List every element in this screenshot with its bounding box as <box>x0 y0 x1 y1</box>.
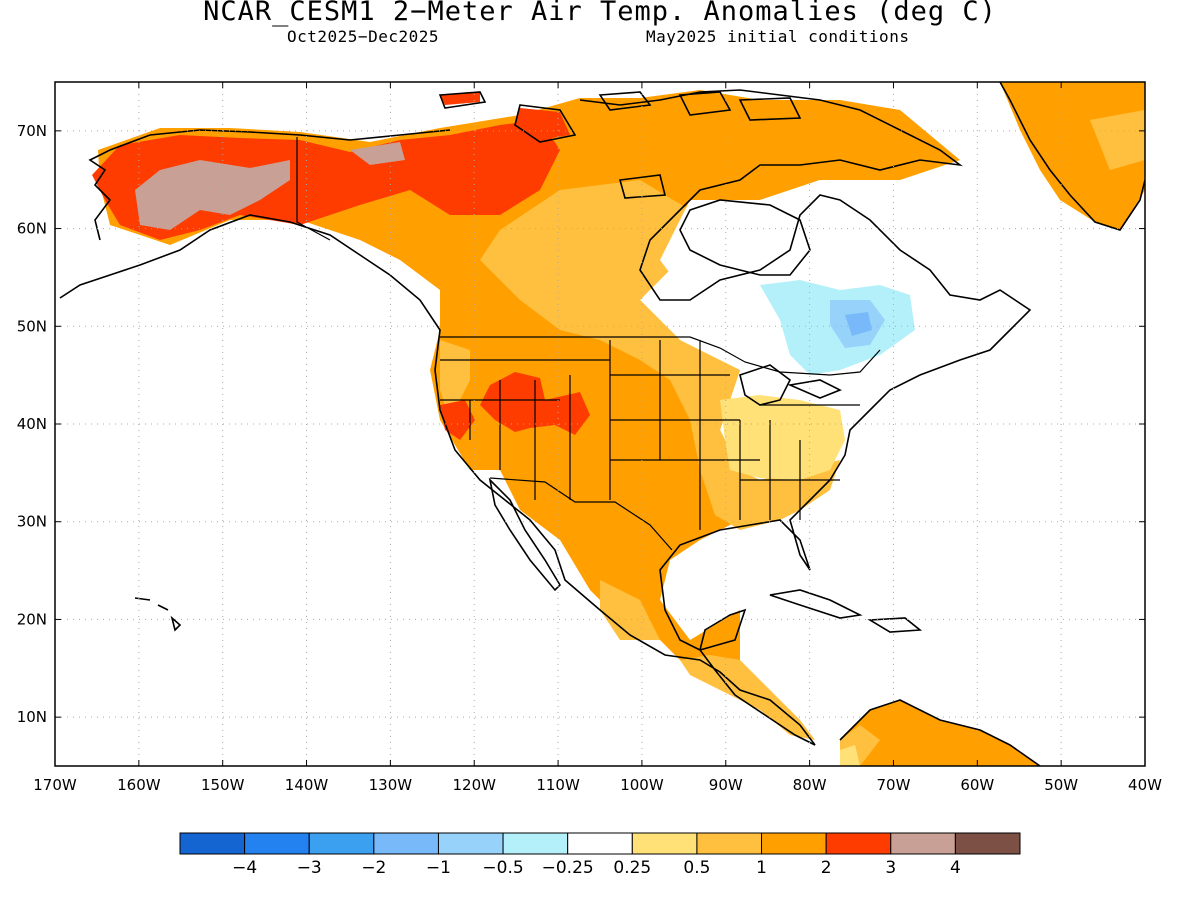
lon-tick-label: 100W <box>620 776 664 794</box>
colorbar-swatch <box>244 832 310 855</box>
land-anomaly-south-america-025 <box>840 745 860 766</box>
land-anomaly-south-america <box>840 700 1040 766</box>
lon-tick-label: 140W <box>285 776 329 794</box>
land-anomaly-3-4-yukon <box>350 142 405 165</box>
colorbar-label: −3 <box>297 858 322 878</box>
coastline-arctic-islands <box>438 91 802 199</box>
colorbar-label: 3 <box>885 858 896 878</box>
colorbar-label: 2 <box>821 858 832 878</box>
colorbar-swatch <box>954 832 1021 855</box>
lon-tick-label: 170W <box>33 776 77 794</box>
colorbar-label: 0.5 <box>683 858 710 878</box>
longitude-labels: 170W 160W 150W 140W 130W 120W 110W 100W 90W 80W 70… <box>33 776 1162 794</box>
latitude-labels: 70N 60N 50N 40N 30N 20N 10N <box>17 122 47 726</box>
political-boundaries <box>296 137 881 551</box>
colorbar-swatch <box>631 832 698 855</box>
colorbar-swatch <box>696 832 763 855</box>
colorbar-label: −2 <box>361 858 386 878</box>
colorbar-swatch <box>502 832 569 855</box>
lon-tick-label: 40W <box>1128 776 1162 794</box>
coastline-baja <box>488 477 562 592</box>
land-anomaly-3-4-alaska <box>135 160 290 230</box>
land-anomaly-neg-1 <box>845 312 872 336</box>
lon-tick-label: 150W <box>201 776 245 794</box>
colorbar-label: −0.5 <box>482 858 523 878</box>
axis-ticks <box>54 82 1146 766</box>
coastline-hudson-bay <box>679 199 811 276</box>
land-anomaly-05-1-south <box>600 580 660 640</box>
lon-tick-label: 70W <box>877 776 911 794</box>
land-anomaly-025-05-se <box>720 395 845 480</box>
colorbar-swatch <box>179 832 246 855</box>
lat-tick-label: 30N <box>17 513 47 531</box>
lon-tick-label: 110W <box>536 776 580 794</box>
lon-tick-label: 120W <box>452 776 496 794</box>
colorbar-swatch <box>890 832 956 855</box>
colorbar-label: −4 <box>232 858 257 878</box>
colorbar-label: −0.25 <box>542 858 594 878</box>
lon-tick-label: 60W <box>960 776 994 794</box>
lon-tick-label: 80W <box>793 776 827 794</box>
land-anomaly-2-3-nw <box>440 400 475 440</box>
lat-tick-label: 40N <box>17 415 47 433</box>
lat-tick-label: 70N <box>17 122 47 140</box>
colorbar-label: 0.25 <box>613 858 651 878</box>
lat-tick-label: 20N <box>17 610 47 628</box>
us-canada-border <box>440 336 881 376</box>
coastline-great-lakes <box>739 364 842 406</box>
colorbar-swatch <box>567 832 633 855</box>
land-anomaly-greenland-05 <box>1090 110 1145 170</box>
lon-tick-label: 160W <box>117 776 161 794</box>
lon-tick-label: 50W <box>1044 776 1078 794</box>
us-mexico-border <box>489 477 673 551</box>
land-anomaly-2-3-arctic <box>440 92 570 140</box>
colorbar-label: 1 <box>756 858 767 878</box>
lat-tick-label: 10N <box>17 708 47 726</box>
colorbar <box>179 832 1021 855</box>
colorbar-label: 4 <box>950 858 961 878</box>
coastline-south-america <box>839 699 1041 766</box>
colorbar-swatch <box>825 832 892 855</box>
coastlines <box>59 82 1145 766</box>
us-state-lines <box>440 340 860 530</box>
lat-tick-label: 60N <box>17 220 47 238</box>
alaska-canada-border <box>296 137 331 241</box>
coastline-cuba <box>769 589 863 619</box>
lon-tick-label: 90W <box>709 776 743 794</box>
coastline-alaska-west <box>88 129 451 241</box>
colorbar-label: −1 <box>426 858 451 878</box>
colorbar-swatch <box>308 832 375 855</box>
valid-period: Oct2025−Dec2025 <box>287 27 439 46</box>
map-title: NCAR_CESM1 2−Meter Air Temp. Anomalies (… <box>203 0 997 27</box>
lon-tick-label: 130W <box>369 776 413 794</box>
coastline-greenland <box>999 82 1145 231</box>
coastline-hispaniola <box>867 617 923 633</box>
land-anomaly-central-america <box>680 655 815 740</box>
colorbar-swatch <box>437 832 504 855</box>
colorbar-labels: −4 −3 −2 −1 −0.5 −0.25 0.25 0.5 1 2 3 4 <box>232 858 961 878</box>
lat-tick-label: 50N <box>17 317 47 335</box>
initial-conditions: May2025 initial conditions <box>646 27 910 46</box>
coastline-north-america <box>59 89 1032 746</box>
colorbar-swatch <box>761 832 827 855</box>
graticule <box>55 82 1145 766</box>
colorbar-swatch <box>373 832 439 855</box>
coastline-hawaii <box>134 597 182 632</box>
